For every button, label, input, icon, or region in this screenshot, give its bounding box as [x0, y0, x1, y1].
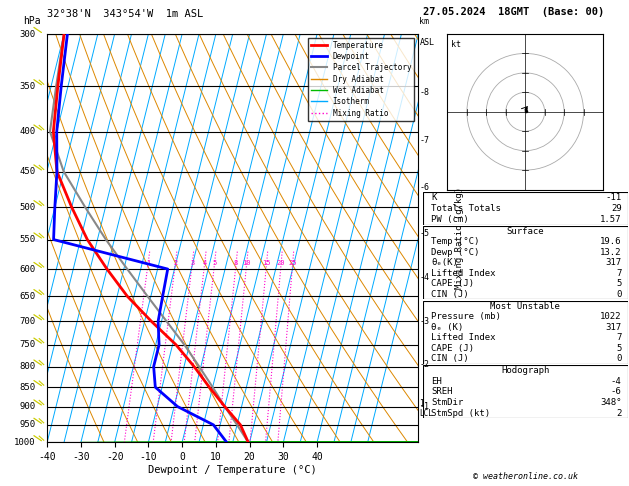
Text: 550: 550: [19, 235, 35, 244]
Text: Most Unstable: Most Unstable: [490, 302, 560, 311]
Text: 450: 450: [19, 167, 35, 176]
Text: 15: 15: [262, 260, 270, 266]
Text: 13.2: 13.2: [600, 248, 621, 257]
Text: 8: 8: [234, 260, 238, 266]
Text: 600: 600: [19, 264, 35, 274]
Text: 750: 750: [19, 340, 35, 349]
Text: Pressure (mb): Pressure (mb): [431, 312, 501, 321]
Text: 800: 800: [19, 362, 35, 371]
Text: -8: -8: [420, 87, 430, 97]
Text: Lifted Index: Lifted Index: [431, 269, 496, 278]
Text: 2: 2: [616, 409, 621, 417]
Text: kt: kt: [450, 40, 460, 49]
Text: 950: 950: [19, 420, 35, 429]
Text: 2: 2: [173, 260, 177, 266]
Text: 350: 350: [19, 82, 35, 91]
Text: StmDir: StmDir: [431, 398, 463, 407]
Text: 27.05.2024  18GMT  (Base: 00): 27.05.2024 18GMT (Base: 00): [423, 7, 604, 17]
Text: 4: 4: [203, 260, 207, 266]
Text: 650: 650: [19, 292, 35, 301]
Text: 1.57: 1.57: [600, 215, 621, 224]
Text: 500: 500: [19, 203, 35, 212]
Text: 1022: 1022: [600, 312, 621, 321]
Text: -11: -11: [606, 193, 621, 202]
Text: -4: -4: [611, 377, 621, 386]
Text: 5: 5: [213, 260, 216, 266]
Text: 400: 400: [19, 127, 35, 136]
Text: Temp (°C): Temp (°C): [431, 237, 479, 246]
Text: 1
LCL: 1 LCL: [420, 399, 433, 418]
Text: 29: 29: [611, 204, 621, 213]
Legend: Temperature, Dewpoint, Parcel Trajectory, Dry Adiabat, Wet Adiabat, Isotherm, Mi: Temperature, Dewpoint, Parcel Trajectory…: [308, 38, 415, 121]
Text: 7: 7: [616, 333, 621, 342]
Text: 0: 0: [616, 290, 621, 298]
Text: Totals Totals: Totals Totals: [431, 204, 501, 213]
Text: 7: 7: [616, 269, 621, 278]
Text: ASL: ASL: [420, 38, 435, 47]
Text: 19.6: 19.6: [600, 237, 621, 246]
Text: 10: 10: [242, 260, 251, 266]
Text: Hodograph: Hodograph: [501, 366, 549, 375]
X-axis label: Dewpoint / Temperature (°C): Dewpoint / Temperature (°C): [148, 465, 317, 475]
Text: 900: 900: [19, 402, 35, 411]
Text: 700: 700: [19, 317, 35, 326]
Text: 850: 850: [19, 382, 35, 392]
Text: 1000: 1000: [14, 438, 35, 447]
Text: θₑ (K): θₑ (K): [431, 323, 463, 331]
Text: K: K: [431, 193, 437, 202]
Text: EH: EH: [431, 377, 442, 386]
Text: 317: 317: [606, 323, 621, 331]
Text: CAPE (J): CAPE (J): [431, 344, 474, 353]
Text: PW (cm): PW (cm): [431, 215, 469, 224]
Text: 32°38'N  343°54'W  1m ASL: 32°38'N 343°54'W 1m ASL: [47, 9, 203, 19]
Text: 5: 5: [616, 344, 621, 353]
Text: -6: -6: [420, 183, 430, 192]
Text: 3: 3: [190, 260, 194, 266]
Text: -2: -2: [420, 360, 430, 369]
Text: 317: 317: [606, 258, 621, 267]
Text: km: km: [420, 17, 430, 26]
Text: Lifted Index: Lifted Index: [431, 333, 496, 342]
Text: © weatheronline.co.uk: © weatheronline.co.uk: [473, 472, 577, 481]
Text: CIN (J): CIN (J): [431, 290, 469, 298]
Text: θₑ(K): θₑ(K): [431, 258, 458, 267]
Text: 5: 5: [616, 279, 621, 288]
Text: SREH: SREH: [431, 387, 452, 397]
Text: 1: 1: [146, 260, 150, 266]
Text: CIN (J): CIN (J): [431, 354, 469, 363]
Text: 25: 25: [288, 260, 297, 266]
Text: StmSpd (kt): StmSpd (kt): [431, 409, 490, 417]
Text: -3: -3: [420, 317, 430, 326]
Text: -6: -6: [611, 387, 621, 397]
Text: Dewp (°C): Dewp (°C): [431, 248, 479, 257]
Text: hPa: hPa: [23, 16, 41, 26]
Text: 348°: 348°: [600, 398, 621, 407]
Text: Surface: Surface: [506, 227, 544, 236]
Text: 300: 300: [19, 30, 35, 38]
Text: -7: -7: [420, 136, 430, 145]
Text: -1: -1: [420, 402, 430, 411]
Text: -4: -4: [420, 274, 430, 282]
Text: CAPE (J): CAPE (J): [431, 279, 474, 288]
Text: 0: 0: [616, 354, 621, 363]
Text: Mixing Ratio (g/kg): Mixing Ratio (g/kg): [455, 187, 464, 289]
Text: -5: -5: [420, 229, 430, 238]
Text: 20: 20: [277, 260, 286, 266]
